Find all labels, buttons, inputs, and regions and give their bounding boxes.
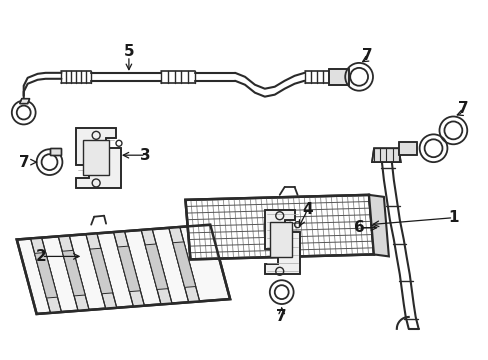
Polygon shape	[49, 148, 61, 155]
Polygon shape	[113, 231, 144, 306]
Polygon shape	[31, 238, 61, 313]
Polygon shape	[145, 244, 168, 289]
Polygon shape	[17, 225, 230, 314]
Polygon shape	[371, 148, 400, 162]
Text: 6: 6	[353, 220, 364, 235]
Polygon shape	[264, 210, 299, 274]
Polygon shape	[86, 233, 117, 309]
Text: 4: 4	[302, 202, 312, 217]
Polygon shape	[20, 99, 30, 104]
Polygon shape	[269, 222, 291, 257]
Polygon shape	[62, 251, 85, 296]
Polygon shape	[168, 227, 199, 302]
Polygon shape	[83, 140, 109, 175]
Text: 5: 5	[123, 44, 134, 59]
Text: 1: 1	[447, 210, 458, 225]
Polygon shape	[76, 129, 121, 188]
Polygon shape	[141, 229, 172, 305]
Polygon shape	[398, 142, 416, 155]
Polygon shape	[368, 195, 388, 256]
Text: 2: 2	[36, 249, 47, 264]
Polygon shape	[328, 69, 348, 85]
Text: 7: 7	[361, 49, 371, 63]
Text: 7: 7	[276, 310, 286, 324]
Polygon shape	[58, 235, 89, 311]
Polygon shape	[117, 246, 140, 292]
Polygon shape	[90, 248, 113, 294]
Polygon shape	[172, 242, 195, 287]
Text: 7: 7	[457, 101, 468, 116]
Text: 7: 7	[19, 155, 30, 170]
Text: 3: 3	[140, 148, 151, 163]
Polygon shape	[185, 195, 373, 260]
Polygon shape	[35, 252, 58, 298]
